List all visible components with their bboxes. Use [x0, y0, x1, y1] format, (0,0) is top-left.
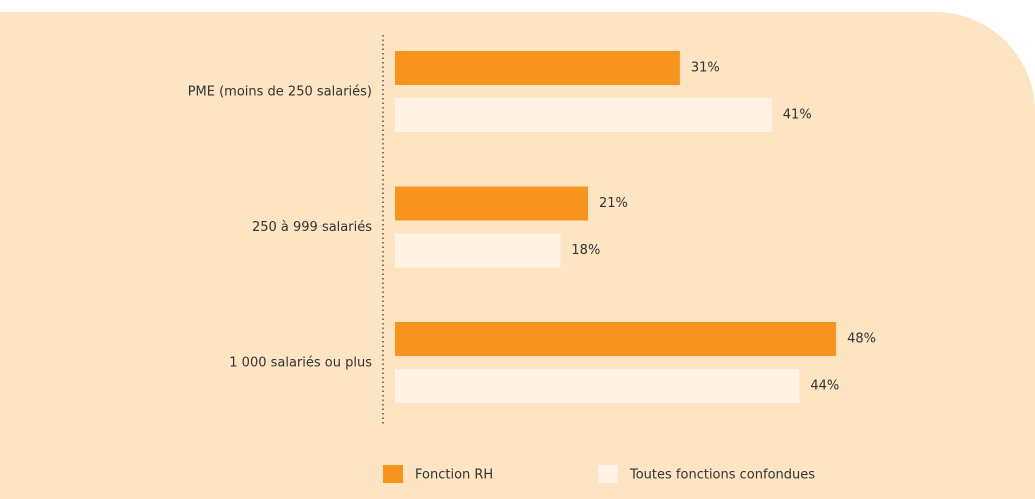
legend-swatch	[598, 465, 618, 483]
legend-swatch	[383, 465, 403, 483]
bar	[395, 322, 837, 356]
value-label: 41%	[783, 108, 812, 123]
value-label: 44%	[810, 379, 839, 394]
value-label: 21%	[599, 196, 628, 211]
bar	[395, 233, 561, 268]
legend-label: Fonction RH	[415, 468, 493, 483]
bar	[395, 369, 800, 403]
bar	[395, 51, 680, 85]
category-label: 250 à 999 salariés	[252, 220, 372, 235]
category-label: PME (moins de 250 salariés)	[188, 85, 372, 100]
bar	[395, 186, 588, 221]
value-label: 48%	[847, 332, 876, 347]
value-label: 31%	[691, 61, 720, 76]
value-label: 18%	[571, 243, 600, 258]
category-label: 1 000 salariés ou plus	[229, 356, 372, 371]
legend-label: Toutes fonctions confondues	[629, 468, 815, 483]
bar	[395, 98, 772, 132]
